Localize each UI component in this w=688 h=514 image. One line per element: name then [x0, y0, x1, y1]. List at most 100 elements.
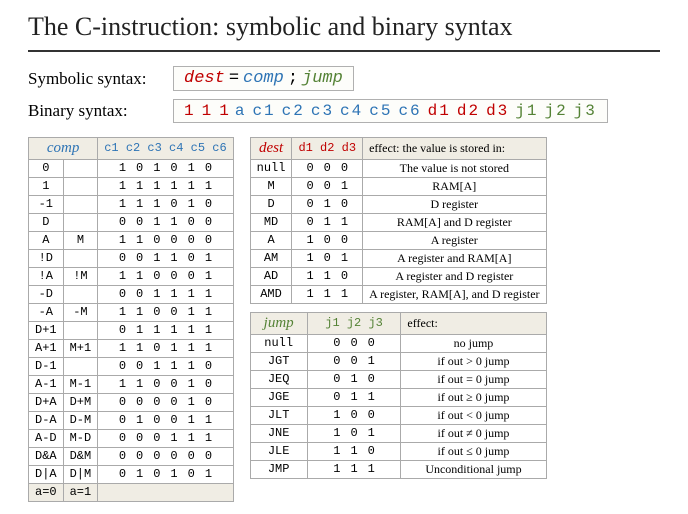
dest-effect: A register, RAM[A], and D register	[363, 285, 546, 303]
jump-mnemonic: JLE	[250, 442, 307, 460]
bin-bit: c1	[252, 102, 275, 120]
comp-a1: D-M	[63, 411, 98, 429]
comp-table: compc1 c2 c3 c4 c5 c601 0 1 0 1 011 1 1 …	[28, 137, 234, 502]
comp-bits: 1 1 0 0 1 0	[98, 375, 233, 393]
bin-bit: c5	[369, 102, 392, 120]
comp-a1: -M	[63, 303, 98, 321]
dest-effect: RAM[A] and D register	[363, 213, 546, 231]
dest-bits: 1 0 0	[292, 231, 363, 249]
jump-effect: if out < 0 jump	[401, 406, 546, 424]
dest-bits: 0 1 0	[292, 195, 363, 213]
dest-effect: A register	[363, 231, 546, 249]
comp-bits-header: c1 c2 c3 c4 c5 c6	[98, 138, 233, 160]
binary-syntax-label: Binary syntax:	[28, 101, 173, 121]
comp-a1: M-D	[63, 429, 98, 447]
comp-a0: 0	[29, 159, 64, 177]
dest-mnemonic: AM	[250, 249, 292, 267]
jump-effect: if out > 0 jump	[401, 352, 546, 370]
jump-effect: if out ≠ 0 jump	[401, 424, 546, 442]
comp-bits: 0 1 0 1 0 1	[98, 465, 233, 483]
dest-mnemonic: AD	[250, 267, 292, 285]
comp-a0: D|A	[29, 465, 64, 483]
jump-mnemonic: JEQ	[250, 370, 307, 388]
comp-footer-a1: a=1	[63, 483, 98, 501]
binary-syntax-row: Binary syntax: 111 ac1c2c3c4c5c6d1d2d3j1…	[28, 99, 660, 123]
jump-header: jump	[250, 312, 307, 334]
dest-effect: A register and RAM[A]	[363, 249, 546, 267]
bin-bit: j1	[515, 102, 538, 120]
comp-a0: A-1	[29, 375, 64, 393]
comp-header: comp	[29, 138, 98, 160]
sym-jump: jump	[302, 69, 343, 88]
bin-bit: c6	[398, 102, 421, 120]
comp-a0: D-A	[29, 411, 64, 429]
comp-a1	[63, 177, 98, 195]
dest-mnemonic: A	[250, 231, 292, 249]
comp-footer-empty	[98, 483, 233, 501]
sym-eq: =	[229, 69, 239, 88]
comp-a1	[63, 357, 98, 375]
jump-mnemonic: JMP	[250, 460, 307, 478]
comp-bits: 1 1 0 1 1 1	[98, 339, 233, 357]
dest-table: destd1 d2 d3effect: the value is stored …	[250, 137, 547, 304]
dest-effect: RAM[A]	[363, 177, 546, 195]
binary-syntax-box: 111 ac1c2c3c4c5c6d1d2d3j1j2j3	[173, 99, 608, 123]
jump-bits: 0 1 1	[307, 388, 401, 406]
jump-table: jumpj1 j2 j3effect:null0 0 0no jumpJGT0 …	[250, 312, 547, 479]
dest-mnemonic: D	[250, 195, 292, 213]
comp-a0: 1	[29, 177, 64, 195]
comp-a1: !M	[63, 267, 98, 285]
comp-a1: D&M	[63, 447, 98, 465]
comp-bits: 1 1 0 0 0 0	[98, 231, 233, 249]
jump-effect: Unconditional jump	[401, 460, 546, 478]
sym-semi: ;	[288, 69, 298, 88]
comp-bits: 0 0 0 0 1 0	[98, 393, 233, 411]
jump-bits: 0 1 0	[307, 370, 401, 388]
dest-mnemonic: AMD	[250, 285, 292, 303]
symbolic-syntax-box: dest = comp ; jump	[173, 66, 354, 91]
binary-field-bits: ac1c2c3c4c5c6d1d2d3j1j2j3	[235, 102, 597, 120]
comp-bits: 1 1 0 0 0 1	[98, 267, 233, 285]
comp-a0: D+1	[29, 321, 64, 339]
jump-mnemonic: JGT	[250, 352, 307, 370]
dest-effect: A register and D register	[363, 267, 546, 285]
symbolic-syntax-label: Symbolic syntax:	[28, 69, 173, 89]
bin-bit: 1	[219, 102, 231, 120]
comp-a0: A+1	[29, 339, 64, 357]
comp-a1: M+1	[63, 339, 98, 357]
comp-bits: 0 0 1 1 1 1	[98, 285, 233, 303]
bin-bit: a	[235, 102, 247, 120]
comp-a1	[63, 213, 98, 231]
comp-bits: 1 1 0 0 1 1	[98, 303, 233, 321]
jump-mnemonic: null	[250, 334, 307, 352]
bin-bit: d2	[457, 102, 480, 120]
comp-a1: M-1	[63, 375, 98, 393]
jump-mnemonic: JGE	[250, 388, 307, 406]
jump-bits: 0 0 0	[307, 334, 401, 352]
comp-bits: 0 0 1 1 1 0	[98, 357, 233, 375]
symbolic-syntax-row: Symbolic syntax: dest = comp ; jump	[28, 66, 660, 91]
comp-a0: A	[29, 231, 64, 249]
comp-bits: 0 0 1 1 0 0	[98, 213, 233, 231]
dest-mnemonic: M	[250, 177, 292, 195]
sym-comp: comp	[243, 69, 284, 88]
binary-prefix-bits: 111	[184, 102, 231, 120]
comp-a0: D+A	[29, 393, 64, 411]
comp-bits: 0 1 1 1 1 1	[98, 321, 233, 339]
comp-a0: -D	[29, 285, 64, 303]
comp-bits: 1 0 1 0 1 0	[98, 159, 233, 177]
dest-header: dest	[250, 138, 292, 160]
bin-bit: d1	[428, 102, 451, 120]
dest-mnemonic: MD	[250, 213, 292, 231]
comp-a1	[63, 321, 98, 339]
comp-a0: D	[29, 213, 64, 231]
comp-a1	[63, 249, 98, 267]
dest-bits: 1 1 0	[292, 267, 363, 285]
dest-effect: D register	[363, 195, 546, 213]
jump-bits: 1 1 1	[307, 460, 401, 478]
jump-effect: if out ≤ 0 jump	[401, 442, 546, 460]
comp-a0: D-1	[29, 357, 64, 375]
comp-a1: D+M	[63, 393, 98, 411]
comp-a0: !A	[29, 267, 64, 285]
comp-a0: A-D	[29, 429, 64, 447]
